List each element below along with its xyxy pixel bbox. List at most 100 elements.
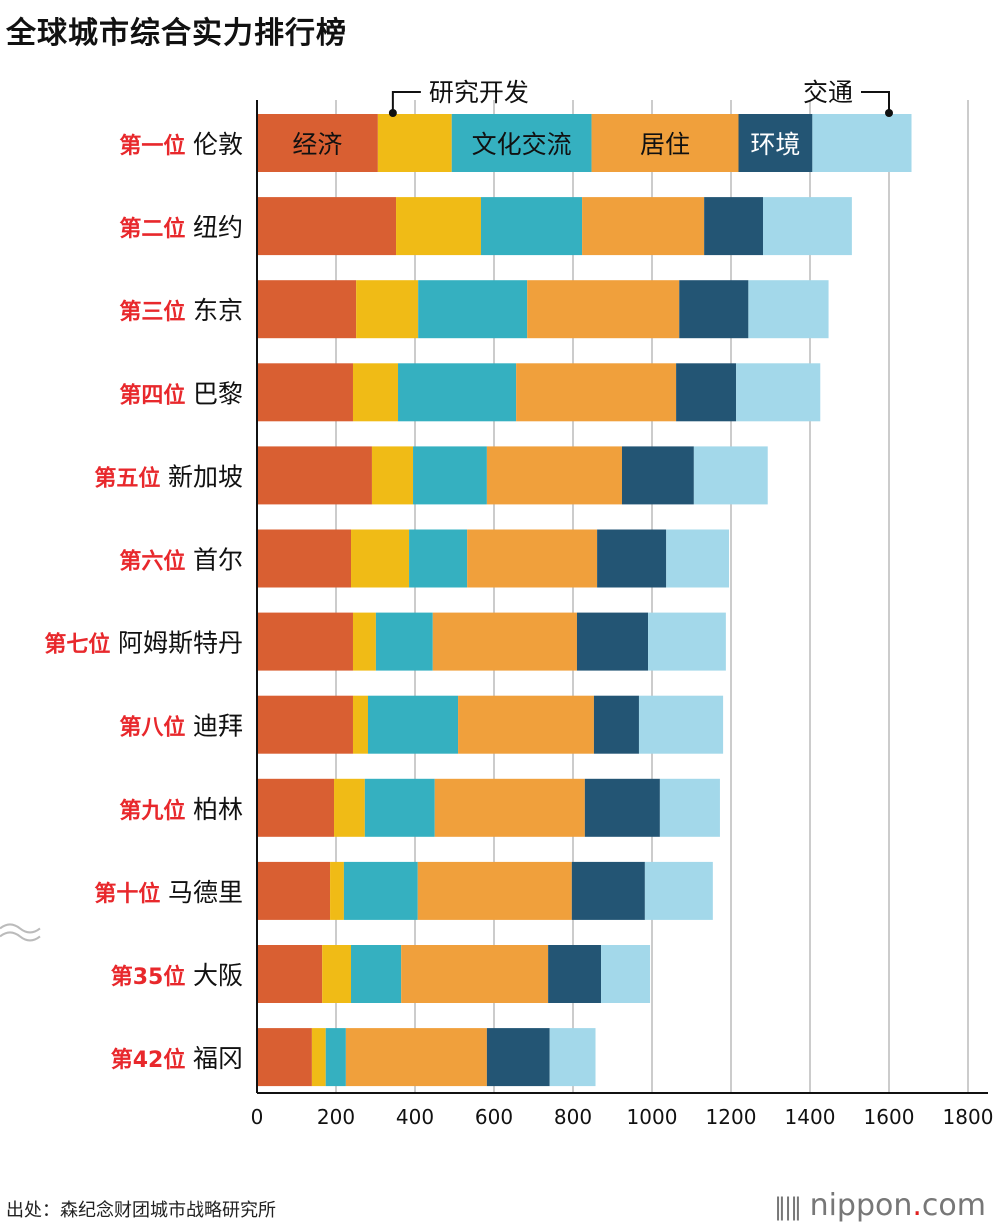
bar-segment-4 [591, 114, 739, 172]
bar-segment-6 [659, 778, 720, 837]
row-label: 第42位 福冈 [111, 1044, 243, 1073]
bar-segment-3 [375, 612, 433, 671]
bar-segment-5 [679, 280, 749, 339]
bar-segment-2 [352, 695, 368, 754]
row-label: 第四位 巴黎 [119, 379, 243, 408]
row-label: 第八位 迪拜 [119, 712, 243, 741]
bar-segment-6 [648, 612, 726, 671]
callout-line-rd [391, 91, 421, 113]
bar-segment-5 [593, 695, 639, 754]
bar-segment-3 [325, 1028, 346, 1087]
bar-segment-1 [257, 446, 372, 505]
axis-break-bg [0, 923, 43, 941]
bar-segment-6 [638, 695, 724, 754]
bar-segment-4 [417, 861, 572, 920]
rank-label: 第二位 [119, 216, 193, 242]
row-label: 第二位 纽约 [119, 213, 243, 242]
x-tick-label: 800 [554, 1105, 592, 1129]
callout-dot-rd [388, 109, 397, 117]
bar-segment-6 [666, 529, 730, 588]
legend-label-1: 经济 [292, 130, 342, 159]
bar-segment-6 [693, 446, 768, 505]
x-tick-label: 1600 [864, 1105, 915, 1129]
bar-segment-5 [548, 945, 602, 1003]
rank-label: 第七位 [44, 632, 118, 658]
bar-segment-5 [584, 778, 660, 837]
source-note: 出处：森纪念财团城市战略研究所 [6, 1200, 276, 1221]
city-label: 东京 [193, 296, 243, 325]
bar-segment-4 [582, 197, 705, 256]
bar-segment-1 [257, 861, 331, 920]
nippon-logo: ‖|‖ nippon.com [773, 1188, 986, 1223]
bar-segment-2 [356, 280, 419, 339]
row-label: 第十位 马德里 [94, 878, 243, 907]
bar-segment-4 [401, 945, 549, 1003]
bar-segment-5 [676, 363, 737, 422]
bar-segment-4 [345, 1028, 487, 1087]
bar-segment-6 [762, 197, 852, 256]
bar-segment-2 [330, 861, 344, 920]
bar-segment-5 [571, 861, 645, 920]
city-label: 阿姆斯特丹 [118, 629, 243, 658]
rank-label: 第42位 [111, 1047, 193, 1073]
bar-segment-4 [527, 280, 680, 339]
bar-segment-5 [597, 529, 667, 588]
callout-dot-transport [885, 109, 893, 117]
city-label: 纽约 [193, 213, 243, 242]
bar-segment-6 [644, 861, 713, 920]
legend-label-4: 居住 [640, 130, 690, 159]
rank-label: 第十位 [94, 881, 168, 907]
city-label: 柏林 [193, 795, 243, 824]
axis-break-line-top [0, 923, 41, 934]
bar-segment-1 [257, 114, 378, 172]
bar-segment-2 [311, 1028, 326, 1087]
city-label: 首尔 [193, 546, 243, 575]
legend-label-5: 环境 [750, 130, 800, 159]
row-label: 第九位 柏林 [119, 795, 243, 824]
bar-segment-3 [451, 114, 592, 172]
bar-segment-4 [467, 529, 598, 588]
bar-segment-3 [398, 363, 517, 422]
rank-label: 第三位 [119, 299, 193, 325]
bar-segment-3 [413, 446, 487, 505]
chart-title: 全球城市综合实力排行榜 [6, 16, 347, 51]
bar-segment-6 [549, 1028, 596, 1087]
legend-label-6: 交通 [803, 78, 853, 107]
bar-segment-2 [351, 529, 410, 588]
bar-segment-6 [812, 114, 912, 172]
row-label: 第六位 首尔 [119, 546, 243, 575]
bar-segment-2 [377, 114, 452, 172]
bar-segment-4 [458, 695, 594, 754]
x-tick-label: 400 [396, 1105, 434, 1129]
bar-segment-1 [257, 363, 353, 422]
bar-segment-6 [748, 280, 829, 339]
bar-segment-3 [367, 695, 459, 754]
bar-segment-1 [257, 280, 357, 339]
row-label: 第35位 大阪 [111, 961, 243, 990]
bar-segment-1 [257, 778, 335, 837]
bar-segment-1 [257, 612, 353, 671]
city-label: 迪拜 [193, 712, 243, 741]
row-label: 第三位 东京 [119, 296, 243, 325]
bar-segment-3 [351, 945, 402, 1003]
row-label: 第一位 伦敦 [119, 130, 243, 159]
bar-segment-1 [257, 197, 397, 256]
row-label: 第五位 新加坡 [94, 462, 243, 491]
x-tick-label: 1800 [943, 1105, 994, 1129]
city-label: 福冈 [193, 1044, 243, 1073]
bar-segment-1 [257, 945, 323, 1003]
city-label: 新加坡 [168, 462, 243, 491]
legend-label-3: 文化交流 [472, 130, 572, 159]
bar-segment-3 [418, 280, 528, 339]
callout-line-transport [861, 91, 890, 113]
bar-segment-3 [343, 861, 418, 920]
bar-segment-5 [621, 446, 694, 505]
x-tick-label: 200 [317, 1105, 355, 1129]
rank-label: 第九位 [119, 798, 193, 824]
bar-segment-5 [738, 114, 813, 172]
bar-segment-1 [257, 1028, 312, 1087]
bar-segment-5 [486, 1028, 550, 1087]
city-label: 马德里 [168, 878, 243, 907]
